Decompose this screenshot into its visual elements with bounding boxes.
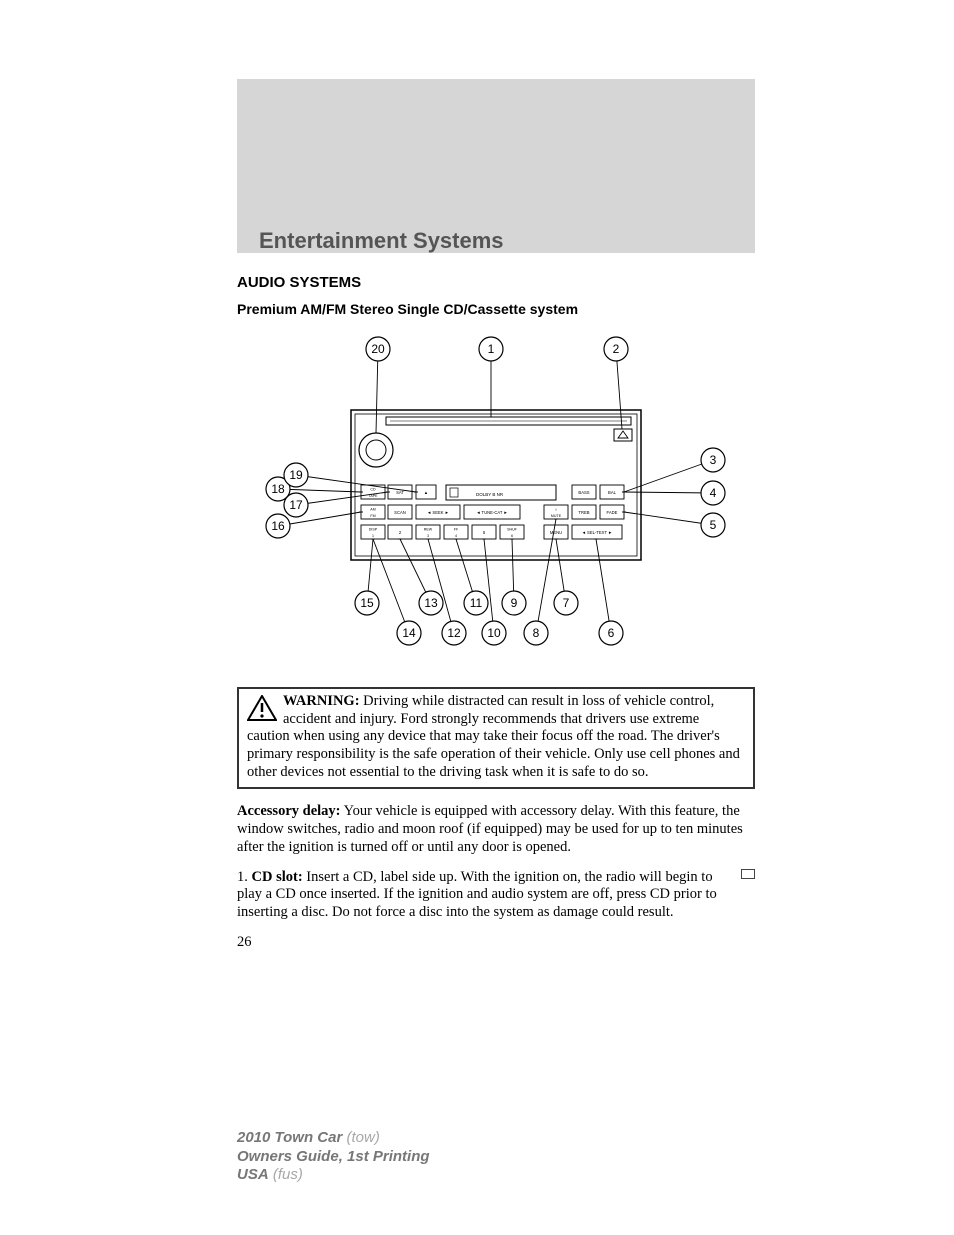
svg-text:◄ TUNE-CAT ►: ◄ TUNE-CAT ► bbox=[476, 510, 507, 515]
svg-text:⌂: ⌂ bbox=[555, 508, 557, 512]
footer: 2010 Town Car (tow) Owners Guide, 1st Pr… bbox=[237, 1129, 430, 1185]
subsection-heading: Premium AM/FM Stereo Single CD/Cassette … bbox=[237, 301, 755, 317]
svg-text:CD: CD bbox=[370, 488, 376, 492]
svg-text:11: 11 bbox=[470, 596, 483, 610]
section-heading: AUDIO SYSTEMS bbox=[237, 274, 755, 291]
cd-slot-inline-figure bbox=[741, 869, 755, 879]
svg-text:SHUF: SHUF bbox=[507, 528, 518, 532]
svg-text:14: 14 bbox=[402, 626, 416, 640]
svg-text:7: 7 bbox=[563, 596, 570, 610]
footer-region: USA bbox=[237, 1166, 269, 1183]
cd-slot-label: CD slot: bbox=[252, 869, 303, 885]
svg-text:2: 2 bbox=[399, 530, 402, 535]
warning-label: WARNING: bbox=[283, 693, 360, 709]
svg-text:DOLBY B NR: DOLBY B NR bbox=[476, 492, 504, 497]
warning-box: WARNING: Driving while distracted can re… bbox=[237, 687, 755, 789]
radio-diagram: DOLBY B NRCDTAPESAT▲BASSBALAMFMSCAN◄ SEE… bbox=[246, 325, 746, 665]
warning-icon bbox=[247, 695, 277, 721]
svg-text:REW: REW bbox=[424, 528, 433, 532]
svg-text:16: 16 bbox=[271, 519, 285, 533]
svg-text:17: 17 bbox=[289, 498, 303, 512]
svg-text:8: 8 bbox=[533, 626, 540, 640]
svg-text:6: 6 bbox=[608, 626, 615, 640]
svg-text:4: 4 bbox=[455, 534, 457, 538]
svg-text:5: 5 bbox=[483, 530, 486, 535]
svg-text:19: 19 bbox=[289, 468, 303, 482]
svg-text:FM: FM bbox=[370, 514, 375, 518]
svg-text:MENU: MENU bbox=[550, 530, 562, 535]
page-content: AUDIO SYSTEMS Premium AM/FM Stereo Singl… bbox=[237, 268, 755, 951]
svg-text:◄ SEEK ►: ◄ SEEK ► bbox=[427, 510, 449, 515]
svg-text:2: 2 bbox=[613, 342, 620, 356]
accessory-delay-para: Accessory delay: Your vehicle is equippe… bbox=[237, 803, 755, 856]
svg-text:15: 15 bbox=[360, 596, 374, 610]
svg-text:▲: ▲ bbox=[424, 490, 428, 495]
chapter-title: Entertainment Systems bbox=[259, 228, 504, 254]
svg-text:13: 13 bbox=[424, 596, 438, 610]
cd-slot-para: 1. CD slot: Insert a CD, label side up. … bbox=[237, 869, 755, 922]
svg-text:6: 6 bbox=[511, 534, 513, 538]
svg-text:DISP: DISP bbox=[369, 528, 378, 532]
svg-text:3: 3 bbox=[427, 534, 429, 538]
svg-text:TREB: TREB bbox=[578, 510, 589, 515]
svg-text:10: 10 bbox=[487, 626, 501, 640]
svg-text:3: 3 bbox=[710, 453, 717, 467]
svg-text:FADE: FADE bbox=[607, 510, 618, 515]
footer-model: 2010 Town Car bbox=[237, 1129, 342, 1146]
cd-slot-text: Insert a CD, label side up. With the ign… bbox=[237, 869, 717, 920]
svg-text:1: 1 bbox=[372, 534, 374, 538]
svg-text:SAT: SAT bbox=[396, 490, 404, 495]
svg-text:SCAN: SCAN bbox=[394, 510, 406, 515]
footer-code1: (tow) bbox=[342, 1129, 380, 1146]
footer-guide: Owners Guide, 1st Printing bbox=[237, 1148, 430, 1167]
svg-text:4: 4 bbox=[710, 486, 717, 500]
svg-text:12: 12 bbox=[447, 626, 461, 640]
svg-text:1: 1 bbox=[488, 342, 495, 356]
svg-text:AM: AM bbox=[370, 508, 375, 512]
svg-text:MUTE: MUTE bbox=[551, 514, 562, 518]
svg-text:18: 18 bbox=[271, 482, 285, 496]
footer-code2: (fus) bbox=[269, 1166, 303, 1183]
header-band bbox=[237, 79, 755, 253]
svg-text:9: 9 bbox=[511, 596, 518, 610]
svg-text:FF: FF bbox=[454, 528, 459, 532]
svg-text:◄ SEL-TEXT ►: ◄ SEL-TEXT ► bbox=[582, 530, 613, 535]
svg-text:5: 5 bbox=[710, 518, 717, 532]
svg-text:BASS: BASS bbox=[578, 490, 589, 495]
accessory-label: Accessory delay: bbox=[237, 803, 340, 819]
item-number: 1. bbox=[237, 869, 252, 885]
svg-text:BAL: BAL bbox=[608, 490, 617, 495]
page-number: 26 bbox=[237, 934, 755, 951]
svg-text:20: 20 bbox=[371, 342, 385, 356]
